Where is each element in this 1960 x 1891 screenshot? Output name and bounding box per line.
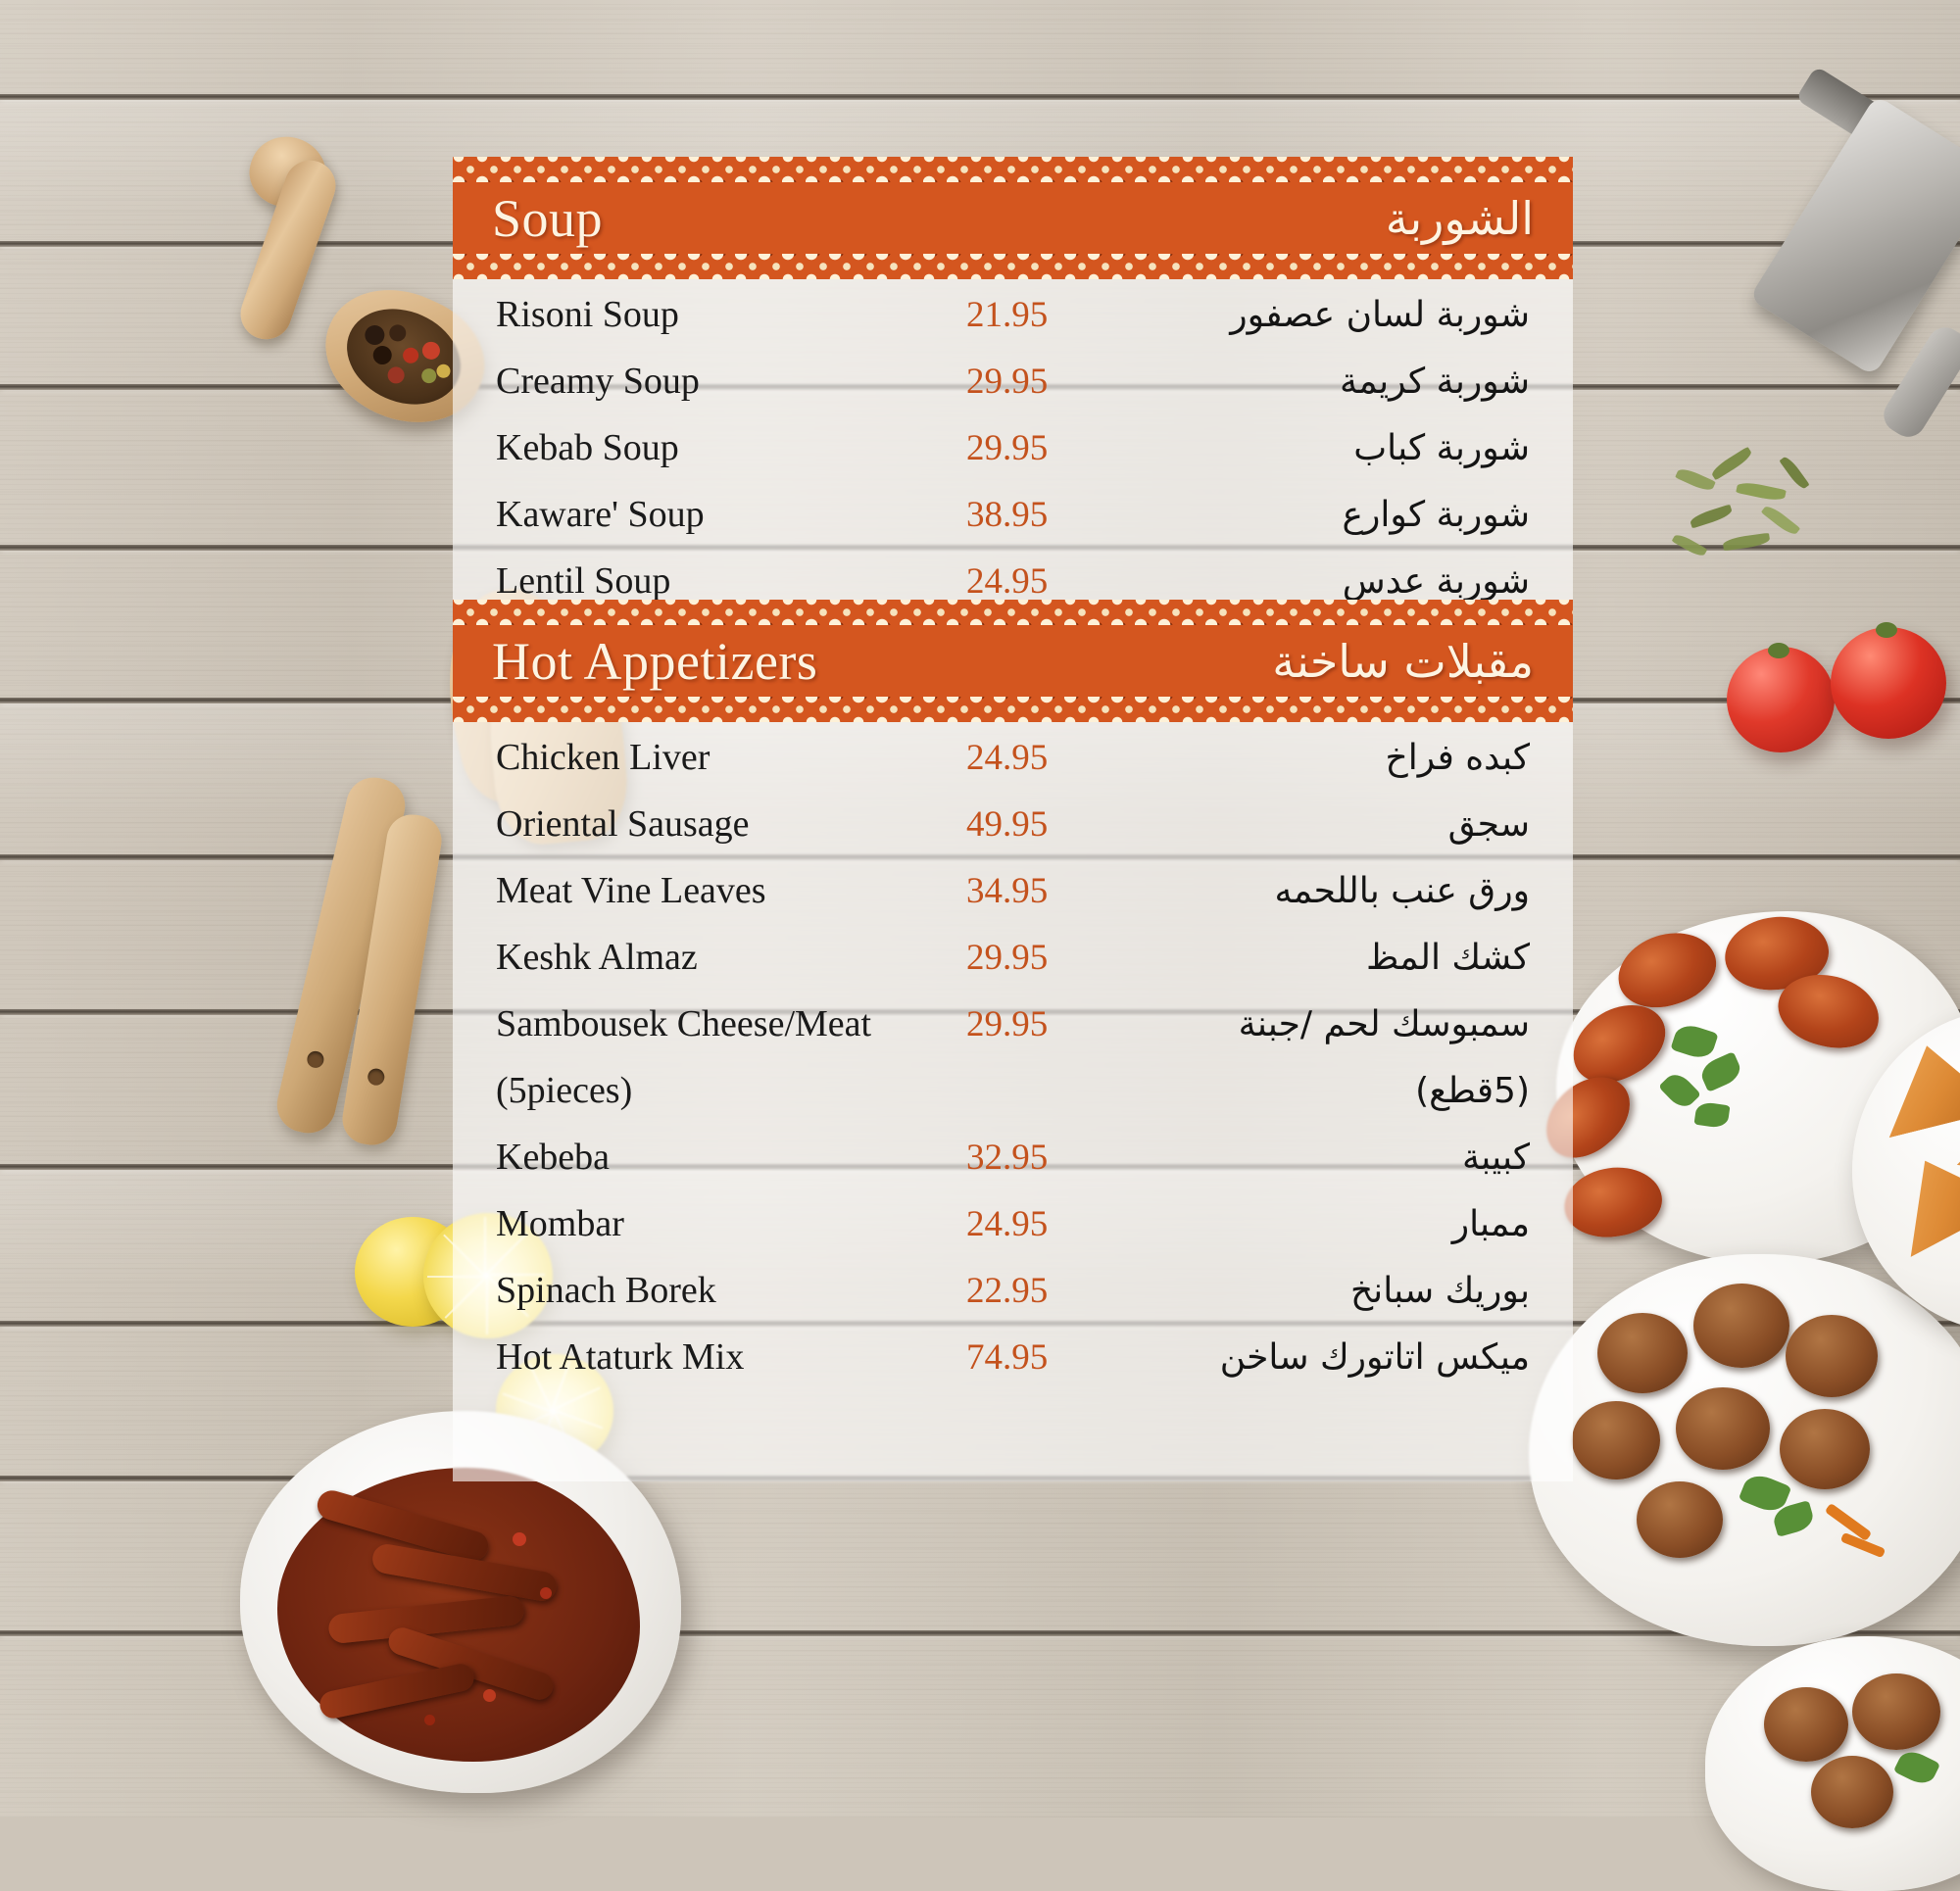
section-title-ar: مقبلات ساخنة	[1272, 634, 1534, 688]
menu-item-row[interactable]: Sambousek Cheese/Meat 29.95 سمبوسك لحم /…	[496, 1002, 1530, 1069]
menu-section-soup: Soup الشوربة Risoni Soup 21.95 شوربة لسا…	[453, 157, 1573, 671]
menu-item-row[interactable]: Kebab Soup 29.95 شوربة كباب	[496, 426, 1530, 493]
item-name-ar: (5قطع)	[1415, 1071, 1530, 1111]
menu-item-row[interactable]: Kaware' Soup 38.95 شوربة كوارع	[496, 493, 1530, 559]
item-name-en: Mombar	[496, 1203, 624, 1244]
item-name-en: Meat Vine Leaves	[496, 870, 766, 911]
soup-item-list: Risoni Soup 21.95 شوربة لسان عصفور Cream…	[453, 279, 1573, 671]
item-name-en: (5pieces)	[496, 1070, 633, 1111]
menu-item-row[interactable]: Chicken Liver 24.95 كبده فراخ	[496, 736, 1530, 802]
menu-item-row[interactable]: Creamy Soup 29.95 شوربة كريمة	[496, 360, 1530, 426]
item-name-ar: ورق عنب باللحمه	[1274, 871, 1530, 911]
kofta-plate	[1529, 1254, 1960, 1646]
item-price: 74.95	[966, 1337, 1049, 1378]
item-name-en: Sambousek Cheese/Meat	[496, 1003, 872, 1044]
item-price: 49.95	[966, 804, 1049, 845]
section-banner-hot-appetizers: Hot Appetizers مقبلات ساخنة	[453, 600, 1573, 722]
lace-ornament-bottom	[453, 254, 1573, 279]
item-price: 34.95	[966, 871, 1049, 911]
plank-seam	[0, 1630, 1960, 1636]
item-name-ar: شوربة عدس	[1342, 561, 1530, 602]
item-name-en: Hot Ataturk Mix	[496, 1336, 745, 1378]
plank-seam	[0, 94, 1960, 100]
item-name-ar: ممبار	[1451, 1204, 1530, 1244]
item-name-ar: سجق	[1447, 804, 1530, 845]
section-title-en: Hot Appetizers	[492, 631, 818, 691]
item-price: 21.95	[966, 295, 1049, 335]
tomato	[1831, 622, 1946, 739]
item-price: 29.95	[966, 1004, 1049, 1044]
item-name-ar: شوربة كباب	[1353, 428, 1530, 468]
item-name-ar: كبده فراخ	[1385, 738, 1530, 778]
item-name-en: Keshk Almaz	[496, 937, 698, 978]
item-price: 22.95	[966, 1271, 1049, 1311]
item-name-en: Lentil Soup	[496, 560, 671, 602]
item-name-ar: سمبوسك لحم /جبنة	[1238, 1004, 1530, 1044]
section-title-en: Soup	[492, 188, 604, 248]
item-name-ar: ميكس اتاتورك ساخن	[1219, 1337, 1530, 1378]
item-price: 24.95	[966, 1204, 1049, 1244]
item-name-en: Kebeba	[496, 1137, 611, 1178]
tomato	[1727, 643, 1835, 752]
item-price: 29.95	[966, 428, 1049, 468]
item-name-en: Creamy Soup	[496, 361, 700, 402]
menu-section-hot-appetizers: Hot Appetizers مقبلات ساخنة Chicken Live…	[453, 600, 1573, 1481]
menu-item-row[interactable]: Lentil Soup 24.95 شوربة عدس	[496, 559, 1530, 626]
menu-item-row[interactable]: Oriental Sausage 49.95 سجق	[496, 802, 1530, 869]
lace-ornament-top	[453, 600, 1573, 625]
menu-item-row[interactable]: Mombar 24.95 ممبار	[496, 1202, 1530, 1269]
item-name-en: Oriental Sausage	[496, 803, 750, 845]
item-price: 38.95	[966, 495, 1049, 535]
item-price: 32.95	[966, 1138, 1049, 1178]
item-price: 24.95	[966, 561, 1049, 602]
item-name-ar: شوربة كوارع	[1342, 495, 1530, 535]
lace-ornament-bottom	[453, 697, 1573, 722]
item-price: 29.95	[966, 938, 1049, 978]
item-name-ar: شوربة لسان عصفور	[1230, 295, 1530, 335]
item-price: 24.95	[966, 738, 1049, 778]
item-name-ar: بوريك سبانخ	[1349, 1271, 1530, 1311]
section-banner-soup: Soup الشوربة	[453, 157, 1573, 279]
section-title-ar: الشوربة	[1385, 191, 1534, 245]
menu-item-row-continuation: (5pieces) (5قطع)	[496, 1069, 1530, 1136]
item-price: 29.95	[966, 362, 1049, 402]
item-name-ar: شوربة كريمة	[1339, 362, 1530, 402]
menu-item-row[interactable]: Keshk Almaz 29.95 كشك المظ	[496, 936, 1530, 1002]
menu-item-row[interactable]: Meat Vine Leaves 34.95 ورق عنب باللحمه	[496, 869, 1530, 936]
item-name-en: Spinach Borek	[496, 1270, 716, 1311]
lace-ornament-top	[453, 157, 1573, 182]
item-name-en: Kebab Soup	[496, 427, 679, 468]
hot-appetizers-item-list: Chicken Liver 24.95 كبده فراخ Oriental S…	[453, 722, 1573, 1481]
item-name-ar: كبيبة	[1461, 1138, 1530, 1178]
menu-item-row[interactable]: Kebeba 32.95 كبيبة	[496, 1136, 1530, 1202]
item-name-en: Risoni Soup	[496, 294, 679, 335]
item-name-en: Chicken Liver	[496, 737, 710, 778]
menu-item-row[interactable]: Risoni Soup 21.95 شوربة لسان عصفور	[496, 293, 1530, 360]
item-name-ar: كشك المظ	[1366, 938, 1530, 978]
menu-item-row[interactable]: Hot Ataturk Mix 74.95 ميكس اتاتورك ساخن	[496, 1335, 1530, 1402]
menu-item-row[interactable]: Spinach Borek 22.95 بوريك سبانخ	[496, 1269, 1530, 1335]
item-name-en: Kaware' Soup	[496, 494, 705, 535]
